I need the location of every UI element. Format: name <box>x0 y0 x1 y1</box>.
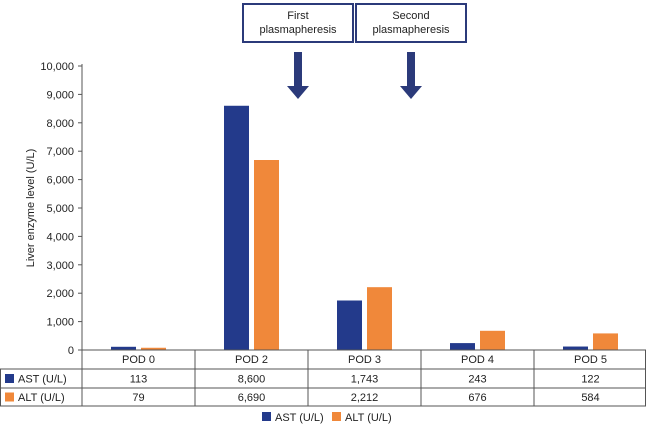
arrow-down-icon <box>287 86 309 99</box>
table-swatch-alt <box>5 392 14 402</box>
annotation-text: Second <box>392 10 429 22</box>
y-tick-label: 10,000 <box>40 61 74 73</box>
y-tick-label: 1,000 <box>46 317 74 329</box>
y-tick-label: 9,000 <box>46 89 74 101</box>
legend-label: AST (U/L) <box>275 412 324 424</box>
y-tick-label: 8,000 <box>46 118 74 130</box>
table-cell: 243 <box>468 374 486 386</box>
bar-ast-pod-2 <box>224 105 249 350</box>
table-cell: 584 <box>581 392 599 404</box>
y-tick-label: 3,000 <box>46 260 74 272</box>
annotation-box-2 <box>355 3 467 43</box>
y-tick-label: 2,000 <box>46 288 74 300</box>
category-label: POD 0 <box>122 354 155 366</box>
annotation-box-1 <box>242 3 354 43</box>
category-label: POD 3 <box>348 354 381 366</box>
table-cell: 6,690 <box>238 392 266 404</box>
table-cell: 122 <box>581 374 599 386</box>
arrow-down-icon <box>400 86 422 99</box>
y-tick-label: 6,000 <box>46 175 74 187</box>
annotation-text: plasmapheresis <box>372 24 450 36</box>
bar-alt-pod-4 <box>480 330 505 350</box>
table-swatch-ast <box>5 374 14 383</box>
y-tick-label: 5,000 <box>46 203 74 215</box>
table-cell: 79 <box>132 392 144 404</box>
arrow-shaft-2 <box>407 52 415 86</box>
category-label: POD 5 <box>574 354 607 366</box>
table-cell: 1,743 <box>351 374 379 386</box>
annotation-text: First <box>287 10 308 22</box>
bar-alt-pod-3 <box>367 287 392 350</box>
category-label: POD 4 <box>461 354 494 366</box>
bar-alt-pod-2 <box>254 160 279 350</box>
table-cell: 8,600 <box>238 374 266 386</box>
table-cell: 113 <box>130 374 148 386</box>
y-tick-label: 0 <box>68 345 74 357</box>
bar-ast-pod-3 <box>337 300 362 350</box>
table-series-name: AST (U/L) <box>18 374 67 386</box>
bar-alt-pod-5 <box>593 333 618 350</box>
table-series-name: ALT (U/L) <box>18 392 65 404</box>
y-tick-label: 4,000 <box>46 231 74 243</box>
arrow-shaft-1 <box>294 52 302 86</box>
legend-swatch-alt <box>332 412 341 421</box>
bar-ast-pod-4 <box>450 343 475 350</box>
y-tick-label: 7,000 <box>46 146 74 158</box>
category-label: POD 2 <box>235 354 268 366</box>
legend-swatch-ast <box>262 412 271 421</box>
bar-ast-pod-5 <box>563 346 588 350</box>
annotation-text: plasmapheresis <box>259 24 337 36</box>
bar-alt-pod-0 <box>141 347 166 350</box>
y-axis-label: Liver enzyme level (U/L) <box>25 149 37 268</box>
table-cell: 2,212 <box>351 392 379 404</box>
table-cell: 676 <box>468 392 486 404</box>
legend-label: ALT (U/L) <box>345 412 392 424</box>
bar-ast-pod-0 <box>111 346 136 350</box>
